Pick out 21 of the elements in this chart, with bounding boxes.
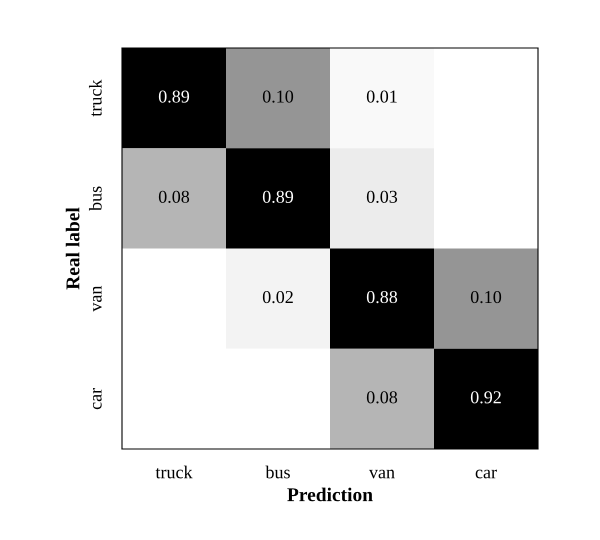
y-tick-label: truck bbox=[88, 80, 102, 116]
x-axis-title: Prediction bbox=[287, 488, 373, 502]
data-label: 0.08 bbox=[158, 190, 190, 203]
y-tick-label: van bbox=[92, 286, 102, 312]
data-label: 0.10 bbox=[470, 290, 502, 304]
data-label: 0.03 bbox=[366, 190, 398, 203]
data-label: 0.88 bbox=[366, 290, 398, 304]
y-tick-label: car bbox=[92, 388, 102, 410]
data-label: 0.01 bbox=[366, 90, 397, 103]
y-tick-label: bus bbox=[88, 186, 102, 211]
y-axis-title: Real label bbox=[66, 208, 80, 290]
x-tick-label: bus bbox=[265, 466, 290, 478]
x-tick-label: car bbox=[476, 470, 497, 478]
data-label: 0.89 bbox=[158, 90, 190, 103]
data-label: 0.02 bbox=[262, 290, 293, 304]
x-tick-label: van bbox=[368, 470, 395, 478]
data-label: 0.92 bbox=[470, 391, 501, 404]
x-tick-label: truck bbox=[156, 466, 193, 478]
data-label: 0.89 bbox=[262, 190, 294, 203]
data-label: 0.08 bbox=[366, 391, 398, 404]
data-label: 0.10 bbox=[262, 90, 294, 103]
